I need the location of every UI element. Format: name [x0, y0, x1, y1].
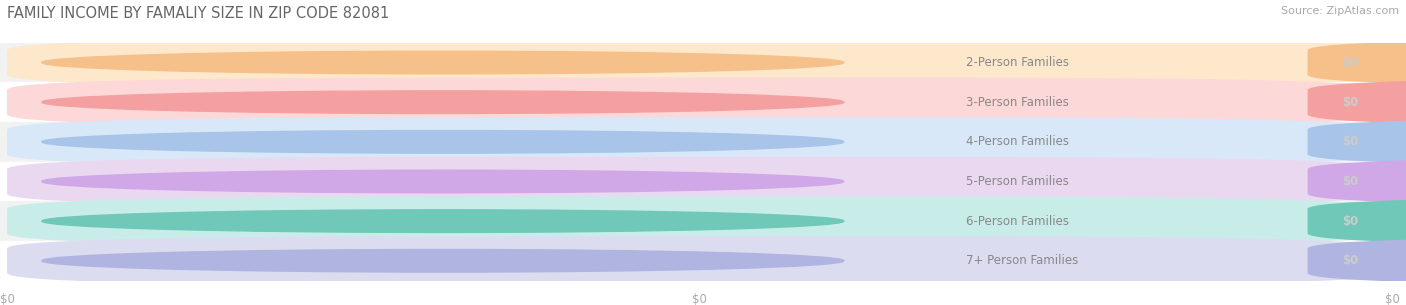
- Circle shape: [42, 249, 844, 272]
- Text: Source: ZipAtlas.com: Source: ZipAtlas.com: [1281, 6, 1399, 16]
- Circle shape: [42, 210, 844, 232]
- Text: 3-Person Families: 3-Person Families: [966, 96, 1069, 109]
- Circle shape: [42, 170, 844, 193]
- Bar: [0, 82, 1406, 122]
- Text: $0: $0: [1341, 175, 1358, 188]
- FancyBboxPatch shape: [1308, 77, 1406, 127]
- FancyBboxPatch shape: [7, 117, 1392, 167]
- Text: $0: $0: [692, 293, 707, 305]
- Text: $0: $0: [1341, 254, 1358, 267]
- FancyBboxPatch shape: [7, 196, 1392, 246]
- Text: $0: $0: [1341, 135, 1358, 148]
- FancyBboxPatch shape: [7, 157, 1392, 206]
- Text: $0: $0: [1341, 215, 1358, 228]
- Text: $0: $0: [1385, 293, 1399, 305]
- Bar: [0, 162, 1406, 201]
- Bar: [0, 122, 1406, 162]
- Bar: [1308, 209, 1350, 233]
- FancyBboxPatch shape: [1308, 196, 1406, 246]
- Text: 2-Person Families: 2-Person Families: [966, 56, 1069, 69]
- Bar: [1308, 50, 1350, 75]
- Bar: [1308, 90, 1350, 114]
- FancyBboxPatch shape: [7, 236, 1392, 285]
- Text: 4-Person Families: 4-Person Families: [966, 135, 1069, 148]
- Text: FAMILY INCOME BY FAMALIY SIZE IN ZIP CODE 82081: FAMILY INCOME BY FAMALIY SIZE IN ZIP COD…: [7, 6, 389, 21]
- Text: $0: $0: [1341, 96, 1358, 109]
- Text: 6-Person Families: 6-Person Families: [966, 215, 1069, 228]
- Circle shape: [42, 51, 844, 74]
- Text: $0: $0: [1341, 56, 1358, 69]
- FancyBboxPatch shape: [1308, 38, 1406, 87]
- Text: 5-Person Families: 5-Person Families: [966, 175, 1069, 188]
- Bar: [0, 241, 1406, 281]
- Bar: [0, 43, 1406, 82]
- Bar: [1308, 130, 1350, 154]
- FancyBboxPatch shape: [1308, 236, 1406, 285]
- FancyBboxPatch shape: [1308, 157, 1406, 206]
- Circle shape: [42, 91, 844, 113]
- Bar: [1308, 169, 1350, 194]
- FancyBboxPatch shape: [1308, 117, 1406, 167]
- Text: 7+ Person Families: 7+ Person Families: [966, 254, 1078, 267]
- FancyBboxPatch shape: [7, 77, 1392, 127]
- Bar: [0, 201, 1406, 241]
- Text: $0: $0: [0, 293, 14, 305]
- Circle shape: [42, 131, 844, 153]
- Bar: [1308, 249, 1350, 273]
- FancyBboxPatch shape: [7, 38, 1392, 87]
